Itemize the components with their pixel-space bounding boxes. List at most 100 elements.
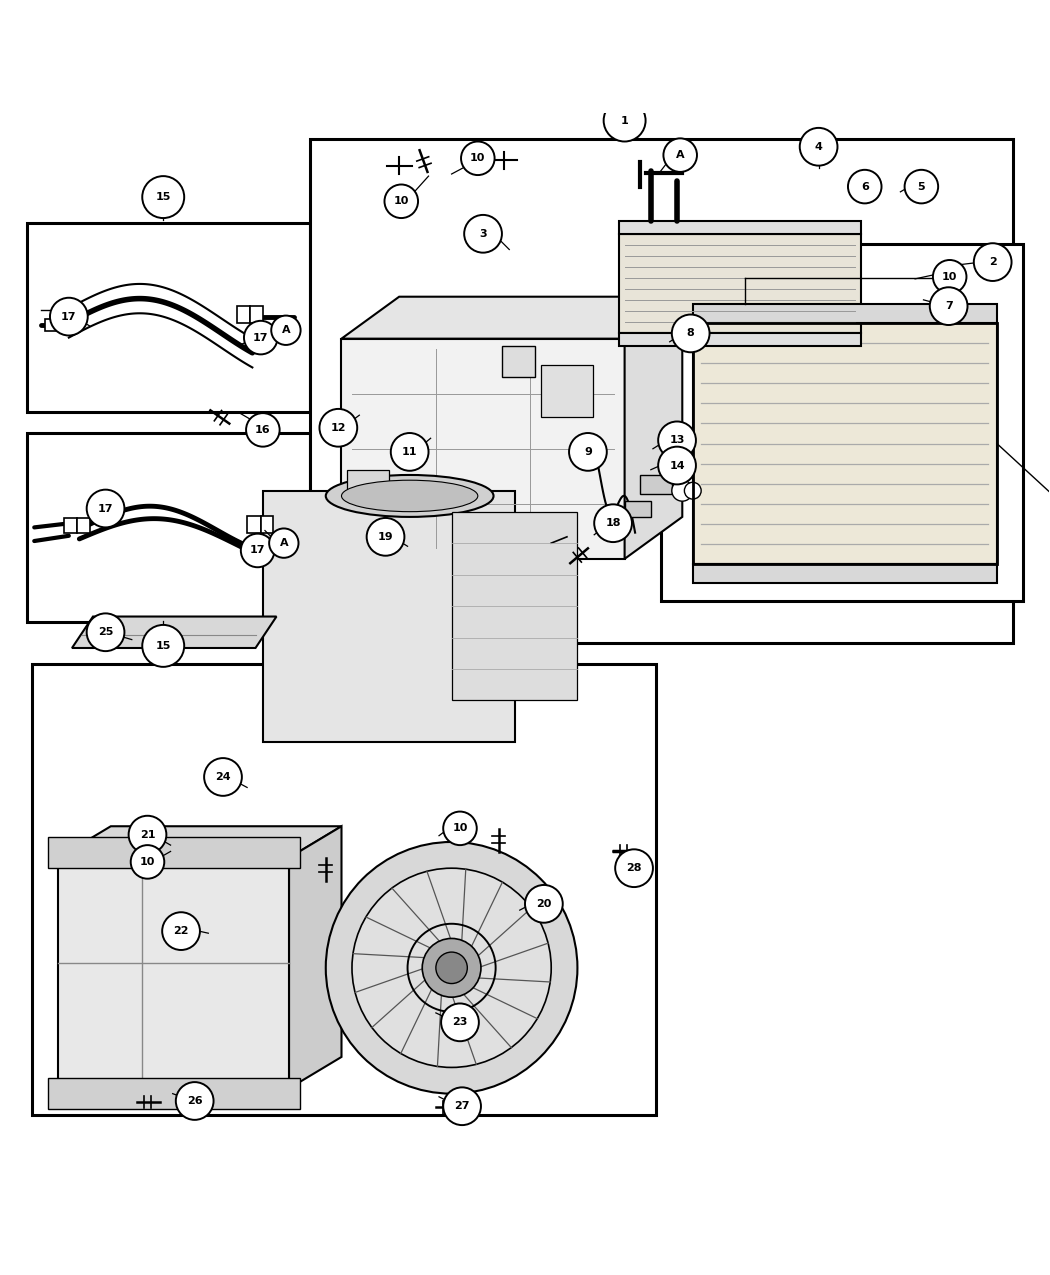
Circle shape — [326, 842, 578, 1094]
Text: 10: 10 — [470, 153, 485, 163]
Circle shape — [352, 868, 551, 1067]
Circle shape — [87, 613, 125, 652]
Bar — [78, 518, 90, 533]
Text: 17: 17 — [253, 333, 269, 343]
Text: 24: 24 — [215, 771, 231, 782]
Circle shape — [142, 176, 184, 218]
Circle shape — [525, 885, 563, 923]
Circle shape — [604, 99, 646, 142]
Polygon shape — [693, 323, 996, 564]
Polygon shape — [289, 826, 341, 1089]
Text: A: A — [676, 150, 685, 161]
Circle shape — [244, 321, 277, 354]
Text: 15: 15 — [155, 641, 171, 652]
Circle shape — [973, 244, 1011, 280]
Circle shape — [384, 185, 418, 218]
Polygon shape — [262, 491, 514, 742]
Circle shape — [436, 952, 467, 983]
Bar — [640, 476, 672, 493]
Circle shape — [422, 938, 481, 997]
Text: 20: 20 — [537, 899, 551, 909]
Text: 26: 26 — [187, 1096, 203, 1105]
Text: 10: 10 — [140, 857, 155, 867]
Bar — [625, 501, 651, 516]
Bar — [27, 223, 310, 412]
Circle shape — [50, 298, 88, 335]
Text: 8: 8 — [687, 329, 694, 338]
Bar — [64, 518, 78, 533]
Bar — [45, 319, 59, 332]
Circle shape — [464, 215, 502, 252]
Polygon shape — [341, 297, 682, 339]
Circle shape — [366, 518, 404, 556]
Circle shape — [175, 1082, 213, 1119]
Text: 17: 17 — [98, 504, 113, 514]
Circle shape — [443, 1088, 481, 1125]
Circle shape — [905, 170, 938, 204]
Text: 14: 14 — [669, 460, 685, 470]
Circle shape — [240, 534, 274, 567]
Text: 17: 17 — [250, 546, 266, 556]
Bar — [247, 516, 260, 533]
Text: 4: 4 — [815, 142, 822, 152]
Bar — [250, 306, 262, 323]
Text: 21: 21 — [140, 830, 155, 840]
Bar — [59, 319, 72, 332]
Text: A: A — [279, 538, 288, 548]
Circle shape — [441, 1003, 479, 1042]
Circle shape — [658, 446, 696, 485]
Bar — [693, 564, 996, 583]
Polygon shape — [59, 826, 341, 858]
Circle shape — [391, 434, 428, 470]
Text: 25: 25 — [98, 627, 113, 638]
Bar — [33, 664, 656, 1114]
Bar — [502, 346, 536, 377]
Polygon shape — [341, 339, 625, 558]
Circle shape — [658, 422, 696, 459]
Circle shape — [319, 409, 357, 446]
Text: 2: 2 — [989, 258, 996, 266]
Circle shape — [162, 912, 200, 950]
Text: 28: 28 — [626, 863, 642, 873]
Circle shape — [246, 413, 279, 446]
Circle shape — [672, 481, 693, 501]
Text: 7: 7 — [945, 301, 952, 311]
Text: 10: 10 — [394, 196, 408, 207]
Text: 1: 1 — [621, 116, 629, 125]
Circle shape — [929, 287, 967, 325]
Text: 27: 27 — [455, 1102, 469, 1112]
Circle shape — [461, 142, 495, 175]
Text: 22: 22 — [173, 926, 189, 936]
Bar — [693, 303, 996, 323]
Polygon shape — [59, 858, 289, 1089]
Circle shape — [130, 845, 164, 878]
Text: 12: 12 — [331, 423, 346, 432]
Text: 10: 10 — [942, 272, 958, 282]
Bar — [236, 306, 250, 323]
Bar — [662, 245, 1023, 601]
Ellipse shape — [326, 476, 494, 516]
Bar — [27, 434, 310, 622]
Polygon shape — [625, 297, 682, 558]
Circle shape — [672, 315, 710, 352]
Text: 19: 19 — [378, 532, 394, 542]
Bar — [620, 333, 861, 346]
Text: 15: 15 — [155, 193, 171, 201]
Bar — [310, 139, 1012, 643]
Bar — [48, 836, 299, 868]
Circle shape — [129, 816, 166, 853]
Circle shape — [569, 434, 607, 470]
Text: 18: 18 — [606, 518, 621, 528]
Circle shape — [848, 170, 882, 204]
Bar — [346, 469, 388, 501]
Polygon shape — [452, 511, 578, 700]
Text: 13: 13 — [669, 435, 685, 445]
Bar — [260, 516, 273, 533]
Text: A: A — [281, 325, 290, 335]
Bar — [620, 221, 861, 233]
Circle shape — [269, 528, 298, 557]
Bar — [693, 323, 996, 564]
Polygon shape — [72, 617, 276, 648]
Circle shape — [800, 128, 838, 166]
Bar — [48, 1077, 299, 1109]
